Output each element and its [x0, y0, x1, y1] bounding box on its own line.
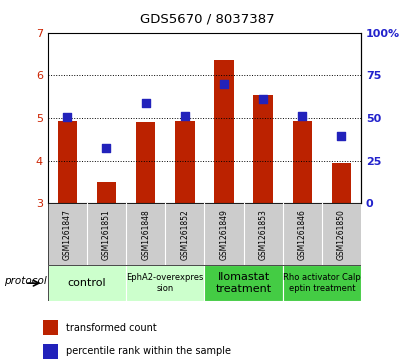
Bar	[43, 320, 58, 335]
Text: GSM1261853: GSM1261853	[259, 209, 268, 260]
Bar	[175, 121, 195, 203]
Text: GSM1261849: GSM1261849	[220, 209, 229, 260]
Bar	[332, 163, 351, 203]
Text: protocol: protocol	[4, 276, 47, 286]
Bar	[126, 265, 205, 301]
Bar	[97, 182, 116, 203]
Text: Rho activator Calp
eptin treatment: Rho activator Calp eptin treatment	[283, 273, 361, 293]
Point	[338, 134, 345, 139]
Point	[260, 96, 266, 102]
Text: GSM1261847: GSM1261847	[63, 209, 72, 260]
Bar	[58, 121, 77, 203]
Text: GSM1261850: GSM1261850	[337, 209, 346, 260]
Point	[299, 113, 305, 119]
Text: GSM1261852: GSM1261852	[180, 209, 189, 260]
Text: GSM1261848: GSM1261848	[141, 209, 150, 260]
Point	[181, 113, 188, 119]
Point	[103, 145, 110, 151]
Bar	[48, 265, 126, 301]
Point	[142, 100, 149, 106]
Point	[64, 114, 71, 120]
Text: Ilomastat
treatment: Ilomastat treatment	[215, 272, 271, 294]
Bar	[293, 121, 312, 203]
Bar	[136, 122, 156, 203]
Bar	[283, 265, 361, 301]
Text: control: control	[68, 278, 106, 288]
Text: GSM1261851: GSM1261851	[102, 209, 111, 260]
Bar	[205, 265, 283, 301]
Text: transformed count: transformed count	[66, 323, 156, 333]
Bar	[253, 94, 273, 203]
Bar	[214, 60, 234, 203]
Bar	[43, 344, 58, 359]
Point	[221, 81, 227, 87]
Text: percentile rank within the sample: percentile rank within the sample	[66, 346, 231, 356]
Text: EphA2-overexpres
sion: EphA2-overexpres sion	[127, 273, 204, 293]
Text: GSM1261846: GSM1261846	[298, 209, 307, 260]
Text: GDS5670 / 8037387: GDS5670 / 8037387	[140, 13, 275, 26]
